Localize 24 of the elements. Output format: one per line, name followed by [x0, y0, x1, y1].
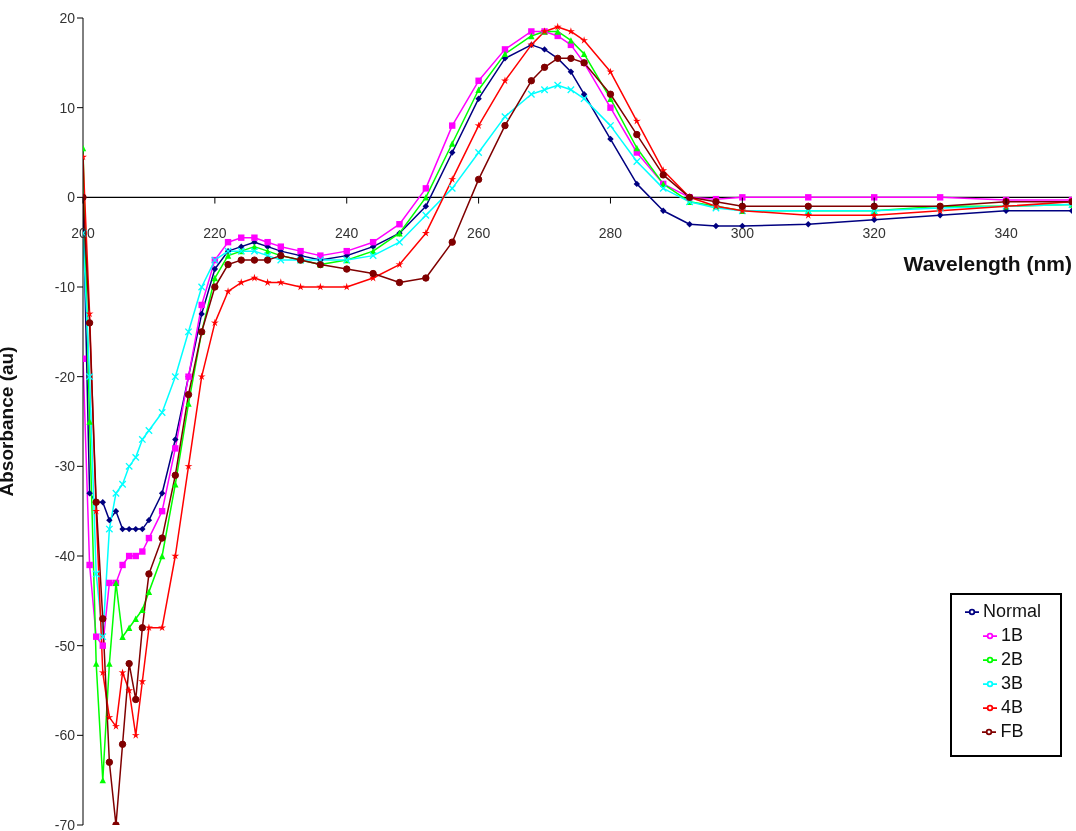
legend-label: 3B	[1000, 673, 1024, 693]
y-tick-label: -40	[54, 547, 76, 564]
y-tick-label: -70	[54, 816, 76, 831]
y-tick-label: -50	[54, 637, 76, 654]
x-tick-label: 300	[730, 224, 755, 241]
y-tick-label: -30	[54, 458, 76, 475]
y-tick-label: -10	[54, 278, 76, 295]
legend-label: 2B	[1000, 649, 1024, 669]
y-tick-label: -60	[54, 727, 76, 744]
x-tick-label: 260	[466, 224, 491, 241]
y-tick-label: 0	[67, 189, 76, 206]
x-axis-title: Wavelength (nm)	[903, 251, 1072, 276]
y-tick-label: 10	[59, 99, 76, 116]
legend-label: Normal	[982, 601, 1041, 621]
x-tick-label: 280	[598, 224, 623, 241]
legend-label: 1B	[1000, 625, 1024, 645]
x-tick-label: 220	[203, 224, 227, 241]
legend-label: FB	[1000, 721, 1024, 741]
legend-label: 4B	[1000, 697, 1024, 717]
y-tick-label: 20	[59, 9, 76, 26]
y-tick-label: -20	[54, 368, 76, 385]
x-tick-label: 340	[994, 224, 1018, 241]
x-tick-label: 320	[862, 224, 887, 241]
x-tick-label: 240	[335, 224, 359, 241]
